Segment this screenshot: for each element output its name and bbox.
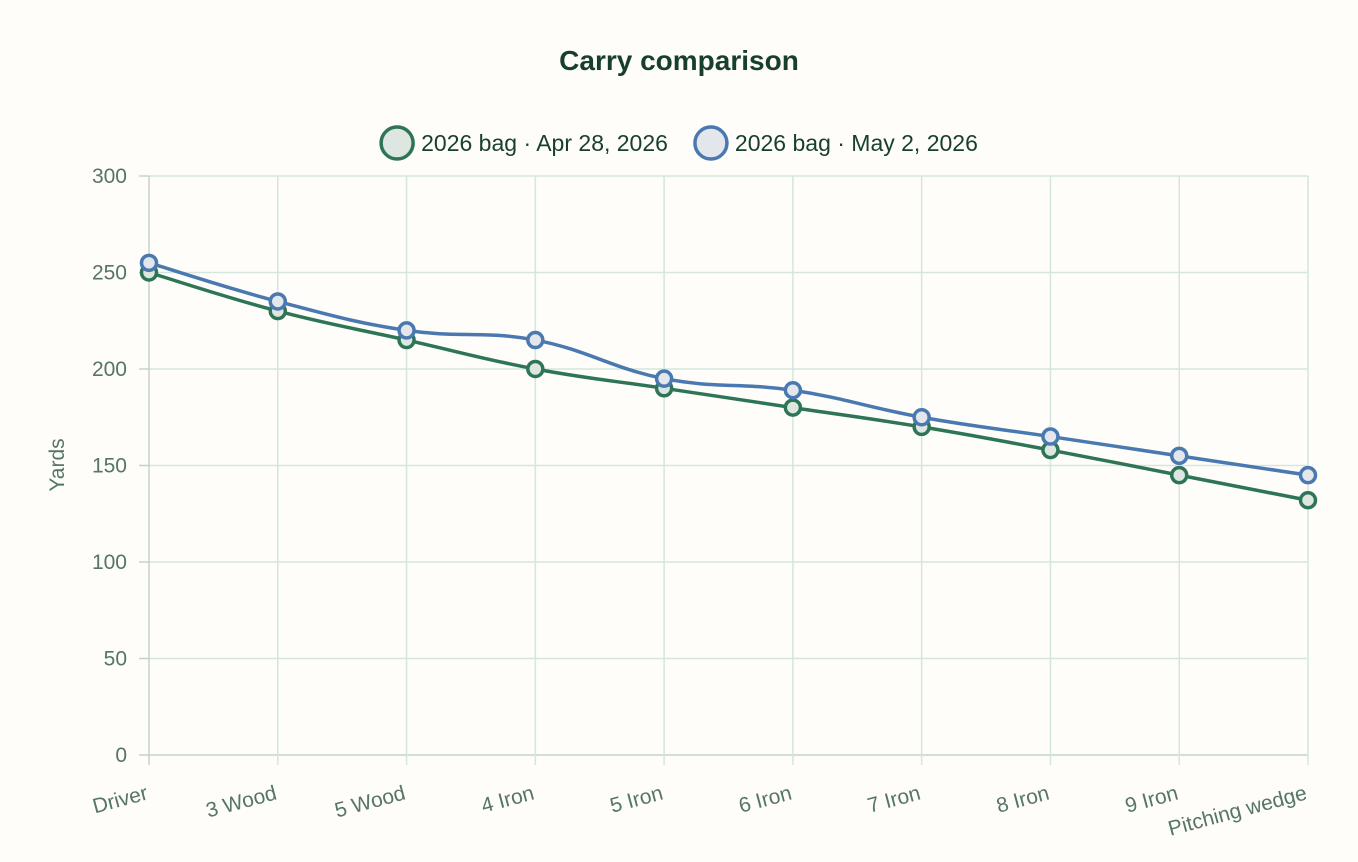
y-axis-label: Yards xyxy=(46,438,69,491)
y-tick-label: 50 xyxy=(104,648,127,671)
data-point[interactable] xyxy=(1169,465,1189,485)
y-tick-label: 0 xyxy=(115,744,127,767)
grid xyxy=(148,175,1309,765)
chart-title: Carry comparison xyxy=(559,45,799,76)
x-tick-label: Driver xyxy=(90,782,150,819)
legend: 2026 bag · Apr 28, 2026 2026 bag · May 2,… xyxy=(379,125,978,161)
x-tick-label: 9 Iron xyxy=(1123,782,1181,818)
x-tick-label: 4 Iron xyxy=(479,782,537,818)
x-tick-label: 6 Iron xyxy=(736,782,794,818)
y-tick-label: 300 xyxy=(92,165,127,188)
data-point[interactable] xyxy=(1298,490,1318,510)
data-point[interactable] xyxy=(268,292,288,311)
x-tick-label: 5 Iron xyxy=(608,782,666,818)
data-point[interactable] xyxy=(783,398,803,417)
data-point[interactable] xyxy=(654,369,674,388)
legend-marker xyxy=(693,125,729,161)
data-point[interactable] xyxy=(783,380,803,400)
series xyxy=(139,253,1318,510)
series-line xyxy=(148,270,1309,502)
x-tick-label: 8 Iron xyxy=(994,782,1052,818)
legend-item[interactable]: 2026 bag · Apr 28, 2026 xyxy=(379,125,668,161)
data-point[interactable] xyxy=(1298,465,1318,485)
data-point[interactable] xyxy=(397,321,416,340)
legend-label: 2026 bag · Apr 28, 2026 xyxy=(421,130,668,156)
x-tick-label: Pitching wedge xyxy=(1166,782,1310,841)
x-tick-label: 7 Iron xyxy=(865,782,923,818)
legend-marker xyxy=(379,125,415,161)
y-tick-label: 200 xyxy=(92,358,127,381)
legend-label: 2026 bag · May 2, 2026 xyxy=(735,130,978,156)
axes: 0 50 100 150 200 250 300 Driver 3 Wood 5 Wood 4 Ir… xyxy=(90,165,1309,841)
x-tick-label: 3 Wood xyxy=(204,782,279,823)
series-2 xyxy=(139,253,1318,485)
y-tick-label: 100 xyxy=(92,551,127,574)
series-line xyxy=(148,261,1309,477)
x-tick-label: 5 Wood xyxy=(332,782,407,823)
data-point[interactable] xyxy=(912,408,931,427)
y-tick-label: 250 xyxy=(92,262,127,285)
data-point[interactable] xyxy=(1169,446,1189,466)
data-point[interactable] xyxy=(139,253,159,273)
y-tick-label: 150 xyxy=(92,455,127,478)
legend-item[interactable]: 2026 bag · May 2, 2026 xyxy=(693,125,978,161)
data-point[interactable] xyxy=(526,330,545,350)
data-point[interactable] xyxy=(1041,427,1060,446)
data-point[interactable] xyxy=(526,359,545,379)
